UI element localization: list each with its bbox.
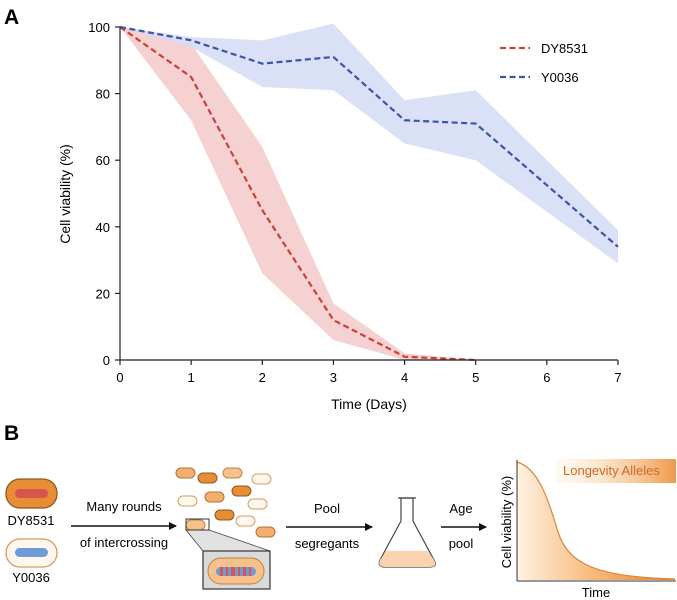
- strain-dy8531: DY8531: [5, 478, 58, 528]
- y-tick-label: 100: [88, 20, 110, 35]
- panel-a-label: A: [4, 6, 19, 29]
- viability-curve: [516, 461, 676, 580]
- chromosome-blue-icon: [15, 548, 48, 557]
- y-ticks: 0 20 40 60 80 100: [88, 20, 120, 368]
- x-tick-label: 3: [330, 370, 337, 385]
- segregant-cells: [175, 467, 276, 538]
- step3-line2: pool: [449, 536, 474, 551]
- zoom-inset: [185, 518, 271, 590]
- panel-b-label: B: [4, 422, 19, 445]
- x-tick-label: 1: [188, 370, 195, 385]
- strain2-label: Y0036: [12, 570, 50, 585]
- x-tick-label: 7: [614, 370, 621, 385]
- step2-line1: Pool: [314, 501, 340, 516]
- step3-line1: Age: [449, 501, 472, 516]
- line-dy8531: [119, 26, 476, 362]
- x-tick-label: 4: [401, 370, 408, 385]
- x-ticks: 0 1 2 3 4 5 6 7: [116, 360, 622, 385]
- legend-label-dy8531: DY8531: [541, 41, 588, 56]
- flask-icon: [378, 497, 436, 568]
- series-lines: [119, 25, 619, 362]
- strain1-label: DY8531: [8, 513, 55, 528]
- line-y0036: [119, 25, 619, 248]
- x-tick-label: 6: [543, 370, 550, 385]
- x-tick-label: 5: [472, 370, 479, 385]
- viability-chart: 0 1 2 3 4 5 6 7 0 20 40 60 80 100 Time (Days) Cell v…: [57, 20, 622, 412]
- step2-line2: segregants: [295, 536, 360, 551]
- mini-y-label: Cell viability (%): [499, 476, 514, 568]
- x-tick-label: 0: [116, 370, 123, 385]
- legend-label-y0036: Y0036: [541, 70, 579, 85]
- y-tick-label: 60: [96, 153, 110, 168]
- x-axis-label: Time (Days): [331, 396, 407, 412]
- y-tick-label: 0: [103, 353, 110, 368]
- band-y0036: [120, 23, 618, 264]
- mini-x-label: Time: [582, 585, 610, 600]
- step1-line2: of intercrossing: [80, 535, 168, 550]
- longevity-gradient-bar: [556, 459, 676, 483]
- strain-y0036: Y0036: [5, 538, 58, 585]
- y-tick-label: 40: [96, 220, 110, 235]
- x-tick-label: 2: [259, 370, 266, 385]
- legend: DY8531 Y0036: [500, 41, 588, 85]
- longevity-mini-chart: Longevity Alleles Time Cell viability (%…: [499, 459, 676, 600]
- y-tick-label: 80: [96, 87, 110, 102]
- longevity-alleles-label: Longevity Alleles: [563, 463, 660, 478]
- y-axis-label: Cell viability (%): [57, 144, 73, 244]
- y-tick-label: 20: [96, 286, 110, 301]
- recombinant-chromosome-icon: [216, 567, 256, 576]
- viability-area: [517, 462, 675, 580]
- chromosome-red-icon: [15, 489, 48, 498]
- step1-line1: Many rounds: [86, 499, 162, 514]
